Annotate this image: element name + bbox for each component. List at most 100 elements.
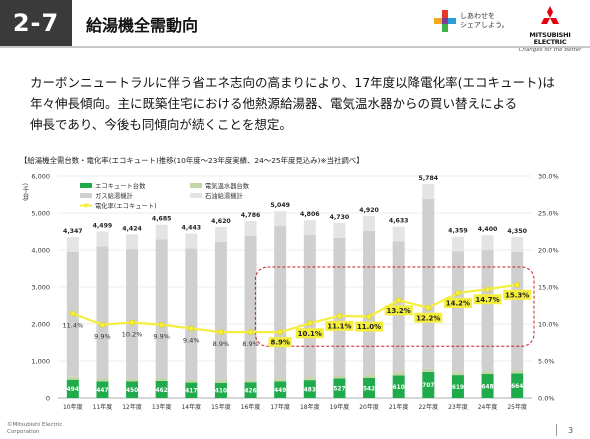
ecocute-bar (244, 382, 257, 398)
total-value-label: 4,633 (389, 218, 409, 225)
gas-bar (451, 251, 464, 373)
share-logo-icon (434, 10, 456, 32)
rate-point (366, 313, 372, 320)
rate-point (129, 319, 135, 326)
rate-value-label: 15.3% (505, 291, 529, 299)
water-heater-bar (274, 378, 287, 382)
oil-bar (303, 220, 316, 235)
total-value-label: 4,620 (211, 218, 231, 225)
gas-bar (511, 251, 524, 371)
ecocute-bar (126, 381, 139, 398)
rate-value-label: 11.0% (357, 323, 381, 331)
oil-bar (511, 237, 524, 252)
oil-bar (363, 215, 376, 231)
rate-label-bg (325, 320, 354, 331)
x-tick-label: 24年度 (478, 403, 498, 411)
ecocute-value-label: 450 (126, 388, 138, 394)
x-tick-label: 14年度 (181, 403, 201, 411)
y-right-tick-label: 15.0% (538, 284, 559, 292)
y-left-tick-label: 1,000 (31, 358, 50, 366)
ecocute-value-label: 527 (333, 387, 345, 393)
legend-label: 電化率(エコキュート) (95, 201, 157, 210)
ecocute-value-label: 417 (185, 389, 197, 395)
water-heater-bar (303, 377, 316, 381)
oil-bar (96, 231, 109, 247)
ecocute-bar (274, 381, 287, 398)
rate-value-label: 13.2% (387, 307, 411, 315)
lead-text: カーボンニュートラルに伴う省エネ志向の高まりにより、17年度以降電化率(エコキュ… (30, 72, 575, 135)
x-tick-label: 17年度 (270, 403, 290, 411)
lead-line-1: カーボンニュートラルに伴う省エネ志向の高まりにより、17年度以降電化率(エコキュ… (30, 75, 555, 90)
ecocute-bar (303, 380, 316, 398)
water-heater-bar (155, 377, 168, 381)
y-left-tick-label: 0 (46, 395, 50, 403)
rate-label-bg (414, 312, 443, 323)
x-tick-label: 20年度 (359, 403, 379, 411)
ecocute-value-label: 462 (156, 388, 168, 394)
x-tick-label: 19年度 (330, 403, 350, 411)
water-heater-bar (481, 371, 494, 375)
y-right-tick-label: 0.0% (538, 395, 555, 403)
rate-point (99, 321, 106, 328)
rate-value-label: 14.2% (446, 300, 470, 308)
legend-swatch (190, 183, 202, 188)
rate-point (484, 286, 491, 293)
gas-bar (303, 234, 316, 378)
legend-label: ガス給湯機計 (95, 191, 133, 200)
x-tick-label: 12年度 (122, 403, 142, 411)
ecocute-bar (333, 378, 346, 398)
water-heater-bar (451, 372, 464, 376)
lead-line-2: 年々伸長傾向。主に既築住宅における他熱源給湯器、電気温水器からの買い替えによる (30, 96, 518, 111)
share-logo-line1: しあわせを (460, 12, 495, 20)
y-right-tick-label: 20.0% (538, 247, 559, 255)
rate-point (158, 321, 165, 328)
total-value-label: 4,730 (330, 214, 350, 221)
ecocute-bar (96, 381, 109, 398)
x-tick-label: 21年度 (389, 403, 409, 411)
header-rule (0, 46, 590, 48)
total-value-label: 4,786 (241, 212, 261, 219)
water-heater-bar (244, 379, 257, 383)
ecocute-value-label: 648 (482, 384, 494, 390)
ecocute-bar (511, 373, 524, 398)
y-right-tick-label: 10.0% (538, 321, 559, 329)
x-tick-label: 16年度 (241, 403, 261, 411)
brand-slogan: Changes for the Better (518, 47, 582, 53)
rate-point (69, 310, 76, 317)
x-tick-label: 23年度 (448, 403, 468, 411)
total-value-label: 4,424 (122, 225, 142, 232)
rate-value-label: 8.9% (270, 339, 289, 347)
gas-bar (244, 235, 257, 380)
rate-value-label: 8.9% (213, 340, 230, 348)
rate-point (514, 281, 521, 288)
ecocute-bar (481, 374, 494, 398)
page-divider (556, 424, 557, 436)
x-tick-label: 13年度 (152, 403, 172, 411)
gas-bar (126, 249, 139, 379)
rate-label-bg (295, 328, 324, 339)
rate-value-label: 10.2% (122, 331, 143, 339)
ecocute-value-label: 410 (215, 389, 227, 395)
gas-bar (96, 246, 109, 379)
header: 2-7 給湯機全需動向 しあわせを シェアしよう。 MITSUBISHI ELE… (0, 0, 590, 53)
total-value-label: 4,347 (63, 228, 83, 235)
mitsubishi-logo: MITSUBISHI ELECTRIC Changes for the Bett… (512, 6, 588, 53)
total-value-label: 4,920 (359, 207, 379, 214)
rate-value-label: 14.7% (475, 296, 499, 304)
total-value-label: 4,806 (300, 211, 320, 218)
legend-swatch-point (83, 203, 89, 208)
copyright-line2: Corporation (7, 429, 40, 435)
ecocute-value-label: 664 (511, 384, 523, 390)
rate-point (306, 320, 313, 327)
rate-value-label: 9.9% (94, 333, 111, 341)
page-number: 3 (568, 426, 574, 435)
y-left-tick-label: 5,000 (31, 210, 50, 218)
y-left-tick-label: 2,000 (31, 321, 50, 329)
water-heater-bar (511, 370, 524, 374)
ecocute-value-label: 494 (67, 387, 79, 393)
copyright: ©Mitsubishi Electric Corporation (7, 422, 62, 436)
x-tick-label: 22年度 (418, 403, 438, 411)
ecocute-value-label: 426 (245, 388, 257, 394)
oil-bar (214, 227, 227, 242)
